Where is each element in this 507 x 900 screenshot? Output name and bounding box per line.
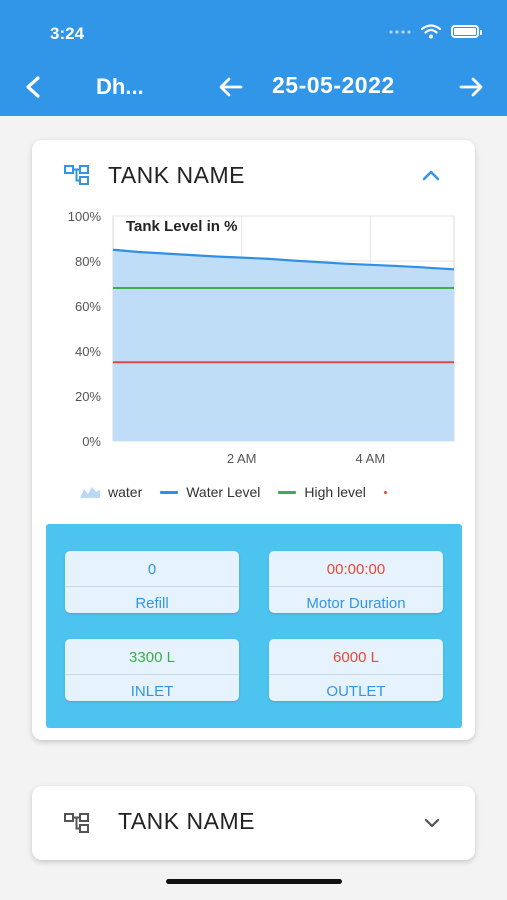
legend-swatch-water-level [160, 490, 179, 494]
y-tick-label: 0% [82, 434, 101, 449]
water-level-line [112, 248, 455, 271]
y-tick-label: 40% [75, 344, 101, 359]
wifi-icon [421, 24, 441, 39]
x-tick-label: 2 AM [227, 451, 257, 466]
legend-swatch-high-level [278, 490, 297, 494]
divider [65, 586, 239, 587]
battery-icon [451, 25, 482, 38]
next-date-arrow-icon[interactable] [456, 72, 486, 102]
stat-label: INLET [130, 683, 174, 700]
stat-value: 00:00:00 [326, 561, 386, 578]
tank-card-collapsed[interactable]: TANK NAME [32, 786, 475, 860]
stat-label: Refill [135, 595, 169, 612]
back-arrow-icon[interactable] [20, 72, 48, 102]
status-icons [389, 24, 482, 39]
tank-name-title: TANK NAME [118, 808, 255, 834]
status-time: 3:24 [50, 24, 85, 43]
stat-value: 3300 L [129, 649, 175, 666]
stat-refill[interactable]: 0 Refill [65, 551, 239, 613]
page-title: Dh... [96, 74, 144, 99]
tank-card-header[interactable]: TANK NAME [32, 140, 475, 210]
x-axis: 2 AM 4 AM [227, 451, 385, 466]
stat-inlet[interactable]: 3300 L INLET [65, 639, 239, 701]
y-tick-label: 80% [75, 254, 101, 269]
tank-name-title: TANK NAME [108, 162, 245, 188]
divider [65, 674, 239, 675]
y-tick-label: 60% [75, 299, 101, 314]
legend-swatch-low-level [383, 490, 387, 494]
tank-network-icon [64, 813, 89, 833]
signal-dots-icon [389, 29, 411, 34]
tank-level-chart: 100% 80% 60% 40% 20% 0% 2 AM 4 AM Tank Level i… [68, 209, 455, 466]
x-tick-label: 4 AM [356, 451, 386, 466]
legend-label-water: water [108, 484, 143, 500]
stat-value: 0 [147, 561, 157, 578]
y-tick-label: 100% [68, 209, 102, 224]
stat-label: Motor Duration [306, 595, 406, 612]
stat-label: OUTLET [326, 683, 386, 700]
y-tick-label: 20% [75, 389, 101, 404]
tank-network-icon [64, 165, 89, 185]
date-label: 25-05-2022 [272, 72, 395, 98]
chart-legend: water Water Level High level [80, 484, 387, 500]
chevron-down-icon[interactable] [422, 816, 442, 830]
area-chart-icon [80, 487, 100, 498]
y-axis: 100% 80% 60% 40% 20% 0% [68, 209, 102, 449]
stat-motor-duration[interactable]: 00:00:00 Motor Duration [269, 551, 443, 613]
stat-outlet[interactable]: 6000 L OUTLET [269, 639, 443, 701]
divider [269, 674, 443, 675]
chart-title: Tank Level in % [126, 218, 237, 235]
previous-date-arrow-icon[interactable] [216, 72, 246, 102]
app-bar: 3:24 Dh... 25-05-2022 [0, 0, 507, 116]
home-indicator [166, 879, 342, 884]
stats-panel: 0 Refill 00:00:00 Motor Duration 3300 L … [46, 524, 462, 728]
legend-item-high-level: High level [278, 484, 366, 500]
legend-label-water-level: Water Level [186, 484, 261, 500]
divider [269, 586, 443, 587]
water-area [113, 249, 454, 441]
legend-item-water: water [80, 484, 142, 500]
stat-value: 6000 L [333, 649, 379, 666]
legend-label-high-level: High level [304, 484, 366, 500]
chevron-up-icon[interactable] [420, 167, 442, 183]
legend-item-water-level: Water Level [160, 484, 260, 500]
